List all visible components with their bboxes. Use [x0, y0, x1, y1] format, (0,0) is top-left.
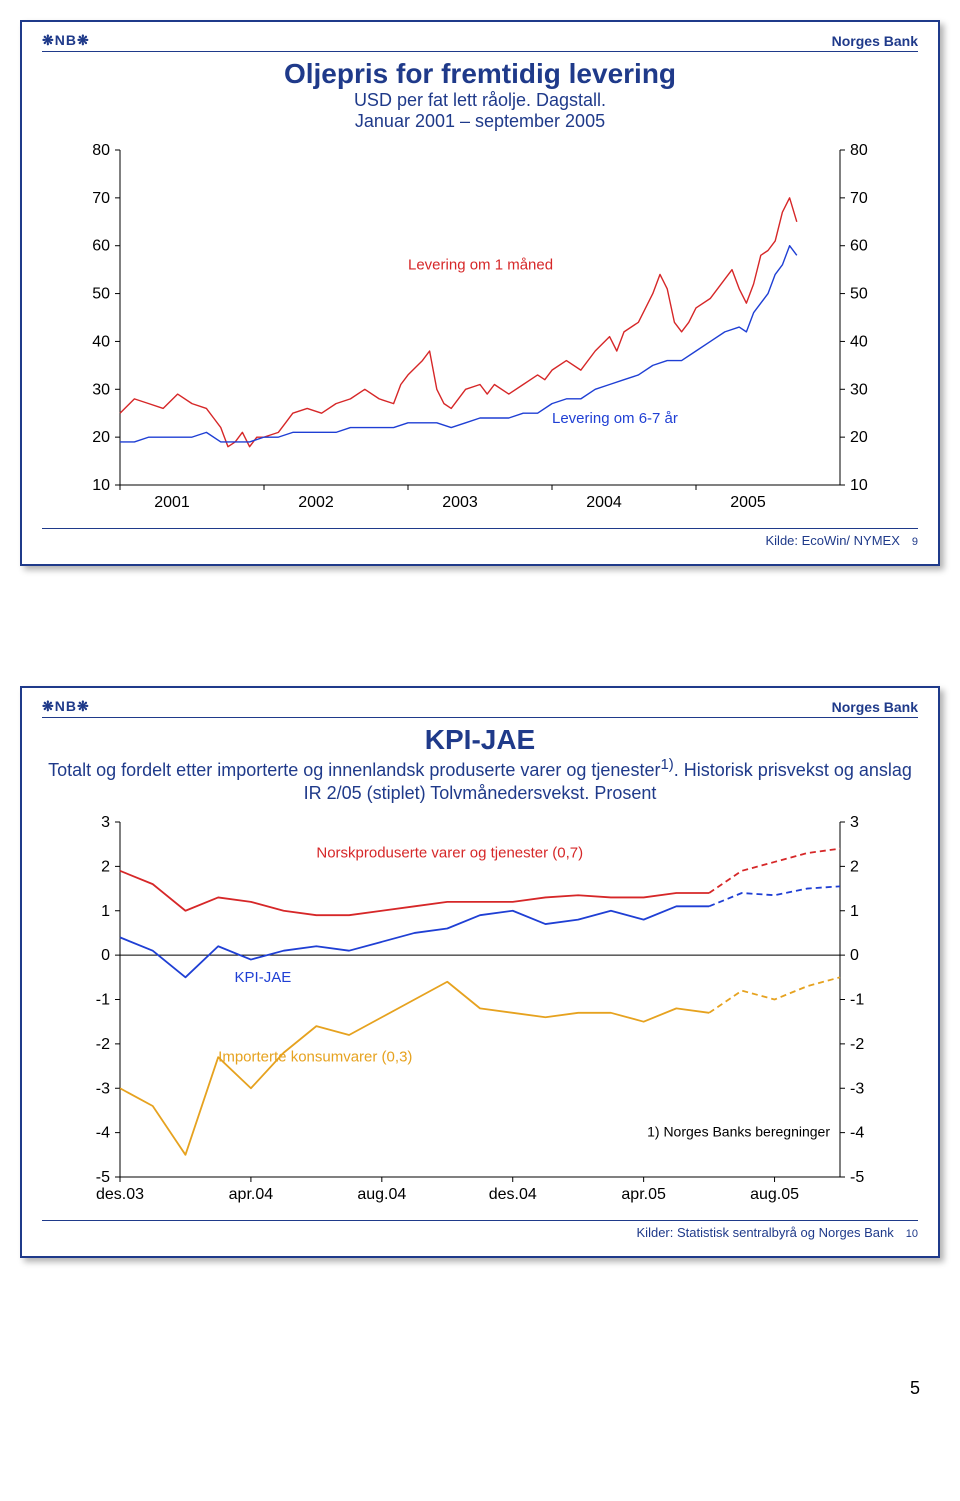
svg-text:1: 1 — [850, 903, 859, 920]
svg-text:Norskproduserte varer og tjene: Norskproduserte varer og tjenester (0,7) — [316, 845, 583, 862]
svg-text:Levering om 6-7 år: Levering om 6-7 år — [552, 410, 678, 427]
svg-text:-4: -4 — [850, 1125, 864, 1142]
svg-text:des.04: des.04 — [489, 1186, 537, 1203]
svg-text:20: 20 — [92, 429, 110, 446]
svg-text:60: 60 — [92, 238, 110, 255]
svg-text:1: 1 — [101, 903, 110, 920]
svg-text:-1: -1 — [96, 992, 110, 1009]
svg-text:2005: 2005 — [730, 494, 766, 511]
svg-text:2001: 2001 — [154, 494, 190, 511]
panel1-footer: Kilde: EcoWin/ NYMEX 9 — [42, 528, 918, 548]
panel2-title: KPI-JAE — [42, 724, 918, 756]
svg-text:2: 2 — [850, 858, 859, 875]
kpi-jae-panel: ❋NB❋ Norges Bank KPI-JAE Totalt og forde… — [20, 686, 940, 1258]
svg-text:Importerte konsumvarer (0,3): Importerte konsumvarer (0,3) — [218, 1049, 412, 1066]
panel1-source: Kilde: EcoWin/ NYMEX — [766, 533, 900, 548]
nb-logo-2: ❋NB❋ — [42, 698, 90, 715]
brand-bar: ❋NB❋ Norges Bank — [42, 32, 918, 52]
svg-text:apr.05: apr.05 — [621, 1186, 666, 1203]
svg-text:2002: 2002 — [298, 494, 334, 511]
svg-text:30: 30 — [92, 381, 110, 398]
svg-text:0: 0 — [101, 947, 110, 964]
svg-text:40: 40 — [92, 333, 110, 350]
svg-text:-3: -3 — [850, 1080, 864, 1097]
panel2-chart: -5 -5 -4 -4 -3 -3 -2 -2 -1 -1 0 0 1 1 2 2 3 3 des.03 apr.04… — [42, 812, 918, 1212]
panel2-source: Kilder: Statistisk sentralbyrå og Norges… — [637, 1225, 894, 1240]
svg-text:0: 0 — [850, 947, 859, 964]
nb-logo: ❋NB❋ — [42, 32, 90, 49]
svg-text:80: 80 — [92, 142, 110, 159]
svg-text:2003: 2003 — [442, 494, 478, 511]
svg-text:2004: 2004 — [586, 494, 622, 511]
svg-text:50: 50 — [850, 286, 868, 303]
svg-text:aug.05: aug.05 — [750, 1186, 799, 1203]
svg-text:des.03: des.03 — [96, 1186, 144, 1203]
svg-text:3: 3 — [850, 814, 859, 831]
svg-text:apr.04: apr.04 — [229, 1186, 274, 1203]
brand-name-2: Norges Bank — [832, 699, 918, 715]
svg-text:70: 70 — [850, 190, 868, 207]
svg-text:30: 30 — [850, 381, 868, 398]
svg-text:60: 60 — [850, 238, 868, 255]
svg-text:1) Norges Banks beregninger: 1) Norges Banks beregninger — [647, 1124, 830, 1140]
svg-text:-4: -4 — [96, 1125, 110, 1142]
brand-bar-2: ❋NB❋ Norges Bank — [42, 698, 918, 718]
svg-text:-2: -2 — [850, 1036, 864, 1053]
panel2-slidenum: 10 — [906, 1228, 918, 1240]
brand-name: Norges Bank — [832, 33, 918, 49]
svg-text:3: 3 — [101, 814, 110, 831]
svg-text:50: 50 — [92, 286, 110, 303]
panel1-subtitle: USD per fat lett råolje. Dagstall. Janua… — [42, 90, 918, 132]
svg-text:-5: -5 — [850, 1169, 864, 1186]
svg-text:aug.04: aug.04 — [357, 1186, 406, 1203]
svg-text:2: 2 — [101, 858, 110, 875]
panel1-title: Oljepris for fremtidig levering — [42, 58, 918, 90]
svg-text:40: 40 — [850, 333, 868, 350]
svg-text:Levering om 1 måned: Levering om 1 måned — [408, 257, 553, 274]
svg-text:-2: -2 — [96, 1036, 110, 1053]
panel1-chart: 10 10 20 20 30 30 40 40 50 50 60 60 70 70 80 80 2001 2002… — [42, 140, 918, 520]
svg-text:-1: -1 — [850, 992, 864, 1009]
panel2-footer: Kilder: Statistisk sentralbyrå og Norges… — [42, 1220, 918, 1240]
svg-text:70: 70 — [92, 190, 110, 207]
svg-text:10: 10 — [92, 477, 110, 494]
page-number: 5 — [20, 1378, 940, 1399]
svg-text:-5: -5 — [96, 1169, 110, 1186]
oil-price-panel: ❋NB❋ Norges Bank Oljepris for fremtidig … — [20, 20, 940, 566]
svg-text:10: 10 — [850, 477, 868, 494]
svg-text:20: 20 — [850, 429, 868, 446]
panel1-slidenum: 9 — [912, 536, 918, 548]
kpi-chart-svg: -5 -5 -4 -4 -3 -3 -2 -2 -1 -1 0 0 1 1 2 2 3 3 des.03 apr.04… — [70, 812, 890, 1212]
panel2-subtitle: Totalt og fordelt etter importerte og in… — [42, 756, 918, 804]
svg-text:-3: -3 — [96, 1080, 110, 1097]
svg-text:KPI-JAE: KPI-JAE — [235, 969, 292, 986]
oil-chart-svg: 10 10 20 20 30 30 40 40 50 50 60 60 70 70 80 80 2001 2002… — [70, 140, 890, 520]
svg-text:80: 80 — [850, 142, 868, 159]
